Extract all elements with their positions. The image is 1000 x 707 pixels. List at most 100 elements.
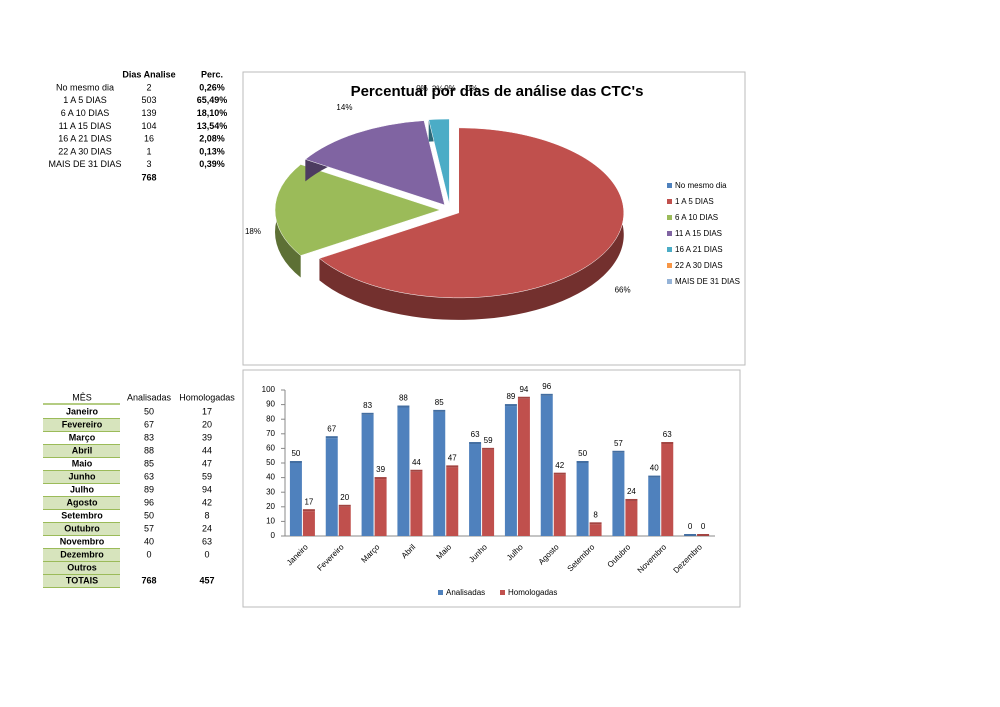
table-cell: 59 — [202, 471, 212, 481]
data-label: 67 — [327, 424, 336, 433]
table-cell: TOTAIS — [66, 575, 98, 585]
bar-top — [661, 442, 674, 445]
bar — [325, 438, 338, 536]
data-label: 0 — [688, 522, 693, 531]
data-label: 57 — [614, 439, 623, 448]
table-header: Homologadas — [179, 392, 235, 402]
bar — [576, 463, 589, 536]
data-label: 39 — [376, 465, 385, 474]
bar — [374, 479, 387, 536]
bar-top — [374, 477, 387, 480]
pie-slice — [304, 120, 445, 206]
table-cell: 503 — [141, 95, 156, 105]
legend-swatch — [500, 590, 505, 595]
table-header: Perc. — [201, 69, 223, 79]
table-cell: 457 — [199, 575, 214, 585]
bar-top — [648, 475, 661, 478]
row-band — [43, 575, 120, 587]
data-label: 83 — [363, 401, 372, 410]
bar — [482, 449, 495, 536]
data-label: 96 — [542, 382, 551, 391]
legend-swatch — [667, 247, 672, 252]
pie-label: 0% — [466, 84, 478, 93]
table-cell: 104 — [141, 121, 156, 131]
table-cell: 13,54% — [197, 121, 228, 131]
bar-top — [361, 412, 374, 415]
bar — [504, 406, 517, 536]
table-cell: 0,26% — [199, 82, 225, 92]
y-tick-label: 20 — [266, 502, 275, 511]
data-label: 47 — [448, 453, 457, 462]
data-label: 88 — [399, 394, 408, 403]
table-cell: 6 A 10 DIAS — [61, 108, 110, 118]
bar-top — [325, 436, 338, 439]
table-cell: Setembro — [61, 510, 103, 520]
y-tick-label: 90 — [266, 400, 275, 409]
table-cell: 94 — [202, 484, 212, 494]
row-band — [43, 549, 120, 561]
y-tick-label: 40 — [266, 473, 275, 482]
bar — [302, 511, 315, 536]
data-label: 85 — [435, 398, 444, 407]
table-cell: 1 A 5 DIAS — [63, 95, 107, 105]
bar — [397, 407, 410, 536]
data-label: 24 — [627, 487, 636, 496]
legend-label: 6 A 10 DIAS — [675, 213, 718, 222]
legend-label: 22 A 30 DIAS — [675, 261, 723, 270]
table-cell: Novembro — [60, 536, 105, 546]
bar-top — [540, 393, 553, 396]
table-cell: MAIS DE 31 DIAS — [48, 159, 121, 169]
bar — [433, 411, 446, 536]
table-cell: 0,13% — [199, 146, 225, 156]
bar — [589, 524, 602, 536]
data-label: 50 — [291, 449, 300, 458]
bar-top — [517, 396, 530, 399]
table-cell: 67 — [144, 419, 154, 429]
legend-label: Analisadas — [446, 588, 485, 597]
bar-top — [625, 498, 638, 501]
table-cell: Janeiro — [66, 406, 99, 416]
y-tick-label: 70 — [266, 429, 275, 438]
data-label: 20 — [340, 493, 349, 502]
bar-top — [504, 404, 517, 407]
pie-label: 14% — [336, 103, 352, 112]
bar-top — [397, 405, 410, 408]
table-cell: 65,49% — [197, 95, 228, 105]
table-cell: 22 A 30 DIAS — [58, 146, 112, 156]
bar — [289, 463, 302, 536]
table-cell: 88 — [144, 445, 154, 455]
pie-label: 18% — [245, 227, 261, 236]
table-cell: 63 — [202, 536, 212, 546]
bar — [648, 477, 661, 536]
legend-swatch — [667, 279, 672, 284]
table-cell: Março — [69, 432, 96, 442]
table-cell: 16 A 21 DIAS — [58, 134, 112, 144]
table-cell: 18,10% — [197, 108, 228, 118]
table-cell: 2,08% — [199, 134, 225, 144]
data-label: 40 — [650, 464, 659, 473]
table-cell: 83 — [144, 432, 154, 442]
data-label: 89 — [506, 392, 515, 401]
bar-top — [697, 534, 710, 536]
pie-slice — [318, 127, 624, 299]
data-label: 0 — [701, 522, 706, 531]
legend-label: No mesmo dia — [675, 181, 727, 190]
data-label: 63 — [471, 430, 480, 439]
bar-top — [684, 534, 697, 536]
legend-label: 11 A 15 DIAS — [675, 229, 722, 238]
bar-top — [553, 472, 566, 475]
table-cell: Julho — [70, 484, 95, 494]
table-cell: 2 — [146, 82, 151, 92]
pie-label: 0% — [444, 84, 456, 93]
table-cell: 0,39% — [199, 159, 225, 169]
table-header: MÊS — [72, 392, 92, 402]
y-tick-label: 10 — [266, 517, 275, 526]
y-tick-label: 100 — [262, 385, 276, 394]
row-band — [43, 523, 120, 535]
table-cell: 50 — [144, 510, 154, 520]
table-cell: 3 — [146, 159, 151, 169]
legend-swatch — [438, 590, 443, 595]
table-cell: 50 — [144, 406, 154, 416]
bar-top — [612, 450, 625, 453]
